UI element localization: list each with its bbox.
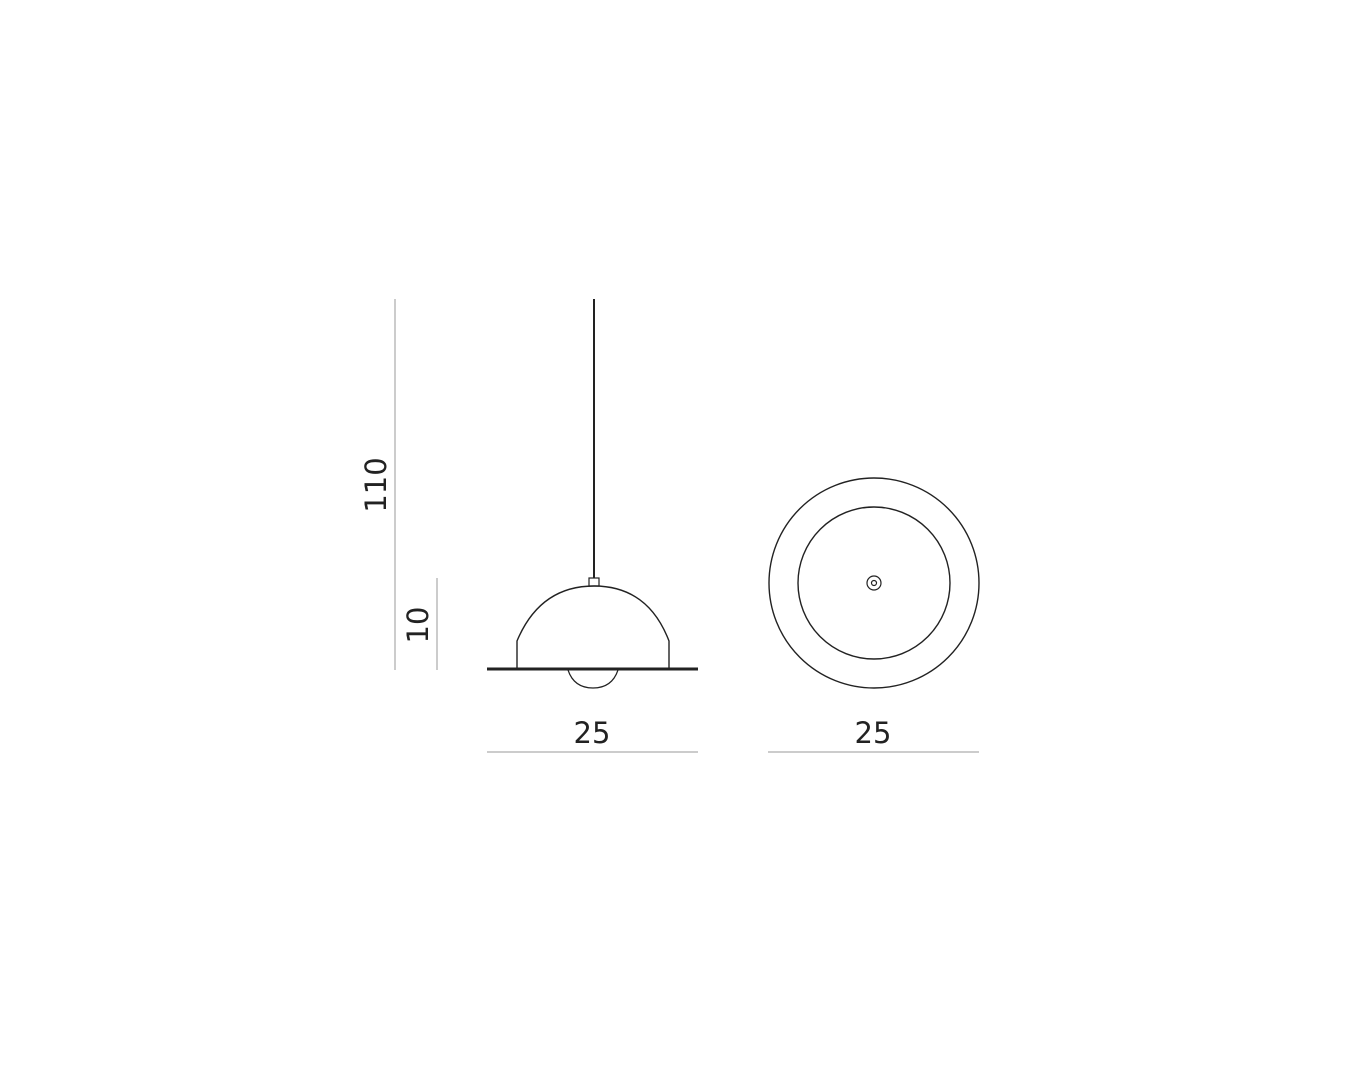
cable-hole-outer: [866, 575, 882, 591]
outer-rim-circle: [768, 477, 980, 689]
lamp-shade-dome: [516, 585, 670, 669]
cable-hole-inner: [870, 579, 878, 587]
light-bulb: [567, 669, 619, 689]
shade-height-label: 10: [401, 607, 435, 644]
dimension-lines: [394, 299, 979, 753]
lamp-side-view: [487, 299, 698, 689]
top-view-width-label: 25: [855, 716, 892, 750]
cable-connector: [588, 577, 600, 587]
inner-shade-circle: [797, 506, 951, 660]
lamp-top-view: [768, 477, 980, 689]
side-view-width-label: 25: [574, 716, 611, 750]
total-height-label: 110: [359, 457, 393, 512]
